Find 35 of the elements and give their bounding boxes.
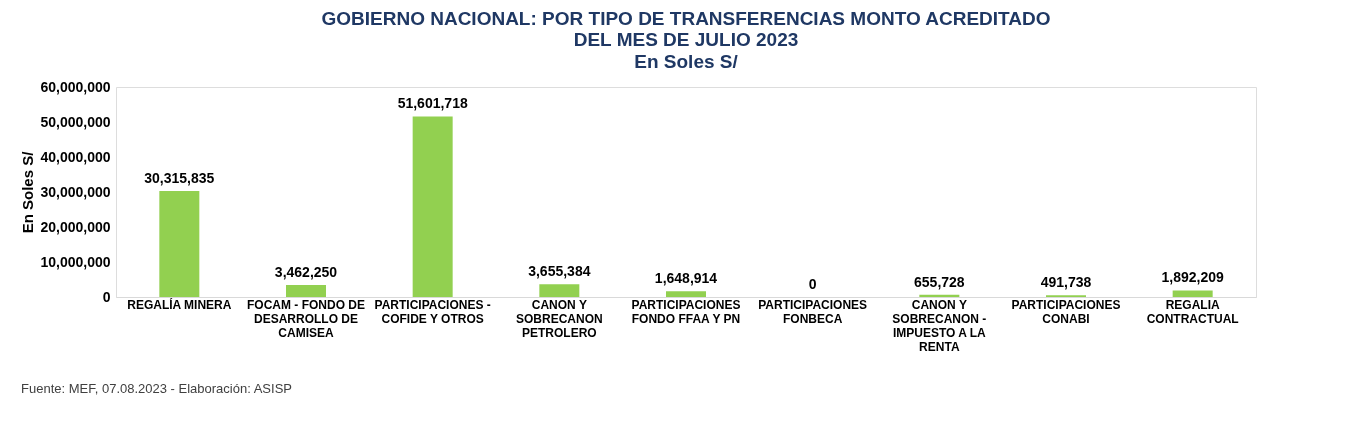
- y-tick-label: 60,000,000: [40, 78, 111, 95]
- data-label: 3,462,250: [274, 263, 338, 280]
- x-tick-label: FOCAM - FONDO DE DESARROLLO DE CAMISEA: [247, 297, 365, 340]
- data-label: 1,892,209: [1161, 269, 1225, 286]
- bar: [159, 190, 200, 297]
- y-tick-label: 20,000,000: [40, 218, 111, 235]
- data-label: 491,738: [1040, 274, 1092, 291]
- bar: [666, 291, 706, 297]
- data-label: 0: [808, 276, 817, 292]
- x-tick-label: REGALIA CONTRACTUAL: [1146, 297, 1239, 326]
- x-tick-label: PARTICIPACIONES FONBECA: [758, 297, 868, 326]
- bar: [1172, 290, 1213, 297]
- data-label: 655,728: [914, 273, 965, 290]
- data-label: 51,601,718: [397, 95, 468, 112]
- x-tick-label: REGALÍA MINERA: [127, 296, 232, 312]
- y-axis-title: En Soles S/: [19, 150, 37, 234]
- bar: [412, 116, 453, 297]
- y-tick-label: 10,000,000: [40, 253, 111, 270]
- x-tick-label: CANON Y SOBRECANON PETROLERO: [516, 297, 603, 340]
- bar: [286, 284, 326, 297]
- x-tick-label: PARTICIPACIONES - COFIDE Y OTROS: [374, 297, 491, 326]
- data-label: 30,315,835: [144, 169, 215, 186]
- x-tick-label: PARTICIPACIONES CONABI: [1011, 297, 1121, 326]
- chart-subtitle: En Soles S/: [634, 51, 739, 72]
- bar: [539, 284, 580, 297]
- x-tick-label: CANON Y SOBRECANON - IMPUESTO A LA RENTA: [892, 297, 987, 354]
- y-tick-label: 0: [102, 288, 111, 305]
- data-label: 1,648,914: [654, 270, 718, 287]
- y-tick-label: 30,000,000: [40, 183, 111, 200]
- y-tick-label: 50,000,000: [40, 113, 111, 130]
- x-tick-label: PARTICIPACIONES FONDO FFAA Y PN: [631, 297, 741, 326]
- chart-title: GOBIERNO NACIONAL: POR TIPO DE TRANSFERENCIAS MONTO ACREDITADO DEL MES DE JULIO 2023: [321, 8, 1051, 50]
- y-tick-label: 40,000,000: [40, 148, 111, 165]
- data-label: 3,655,384: [528, 263, 591, 280]
- source-note: Fuente: MEF, 07.08.2023 - Elaboración: ASISP: [21, 381, 292, 396]
